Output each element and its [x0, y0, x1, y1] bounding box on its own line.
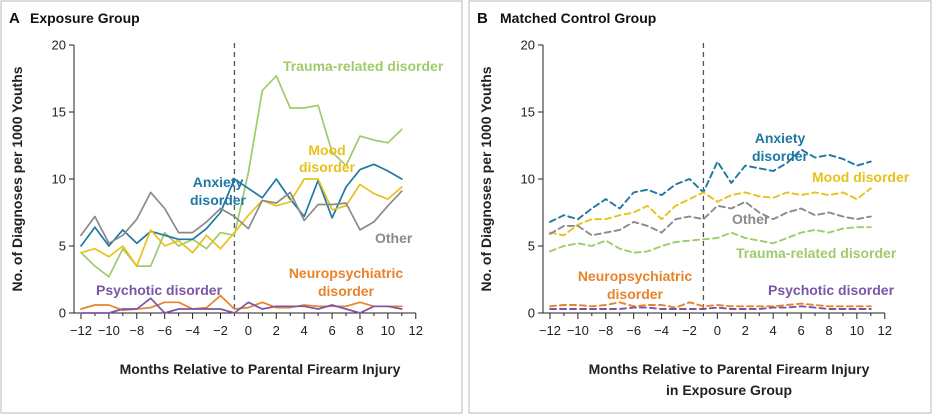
- panel-b-frame: [468, 0, 932, 414]
- panel-b-letter: B: [477, 10, 488, 27]
- panel-a-y-tick-label: 20: [52, 38, 66, 53]
- panel-b-series-neuro-line: [549, 301, 872, 309]
- panel-b-x-tick-label: 10: [850, 323, 864, 338]
- panel-a-title: Exposure Group: [30, 10, 140, 26]
- panel-b-series-psychotic-line: [549, 305, 872, 310]
- panel-b-series-psychotic-label: Psychotic disorder: [768, 282, 895, 298]
- panel-a-series-neuro-label: disorder: [318, 283, 375, 299]
- panel-a-y-tick-label: 15: [52, 105, 66, 120]
- panel-b-series-neuro-label: disorder: [607, 286, 664, 302]
- panel-a-x-tick-label: 2: [273, 323, 280, 338]
- panel-b-title: Matched Control Group: [500, 10, 656, 26]
- panel-a-series-anxiety-label: disorder: [190, 192, 247, 208]
- panel-b-x-tick-label: −2: [682, 323, 697, 338]
- panel-a-x-axis-title: Months Relative to Parental Firearm Inju…: [120, 361, 401, 377]
- panel-a-y-axis-title: No. of Diagnoses per 1000 Youths: [9, 66, 25, 291]
- panel-b-x-tick-label: −6: [626, 323, 641, 338]
- panel-a-y-tick-label: 0: [59, 306, 66, 321]
- panel-a-series-psychotic-line: [80, 297, 403, 314]
- panel-b-x-tick-label: −12: [539, 323, 561, 338]
- panel-a-series-other-label: Other: [375, 230, 413, 246]
- panel-a-series-psychotic-label: Psychotic disorder: [96, 282, 223, 298]
- panel-a-x-tick-label: 10: [381, 323, 395, 338]
- panel-a-series-trauma-label: Trauma-related disorder: [283, 58, 444, 74]
- panel-a-x-tick-label: −12: [70, 323, 92, 338]
- panel-b-x-tick-label: 4: [770, 323, 777, 338]
- panel-b-x-tick-label: 12: [878, 323, 892, 338]
- panel-b-y-tick-label: 5: [528, 239, 535, 254]
- panel-a-series-other-line: [80, 190, 403, 245]
- panel-b-y-tick-label: 20: [521, 38, 535, 53]
- panel-a-x-tick-label: −4: [185, 323, 200, 338]
- panel-b-y-tick-label: 10: [521, 172, 535, 187]
- panel-a-letter: A: [9, 10, 20, 27]
- panel-a-series-anxiety-line: [80, 163, 403, 247]
- panel-b-x-tick-label: −8: [598, 323, 613, 338]
- panel-b-x-axis-title: Months Relative to Parental Firearm Inju…: [589, 361, 870, 377]
- panel-a-series-mood-line: [80, 178, 403, 267]
- panel-a-series-mood-label: Mood: [308, 142, 345, 158]
- panel-a-x-tick-label: −10: [98, 323, 120, 338]
- panel-b-series-other-label: Other: [732, 211, 770, 227]
- panel-b-x-tick-label: 6: [797, 323, 804, 338]
- panel-b-x-tick-label: 0: [714, 323, 721, 338]
- panel-a-series-anxiety-label: Anxiety: [193, 174, 244, 190]
- panel-a-x-tick-label: −8: [129, 323, 144, 338]
- panel-b-y-tick-label: 0: [528, 306, 535, 321]
- panel-a-series-neuro-label: Neuropsychiatric: [289, 265, 404, 281]
- panel-a-frame: [0, 0, 463, 414]
- panel-a-x-tick-label: −6: [157, 323, 172, 338]
- panel-b-series-neuro-label: Neuropsychiatric: [578, 268, 693, 284]
- panel-b-y-tick-label: 15: [521, 105, 535, 120]
- panel-a-x-tick-label: 6: [328, 323, 335, 338]
- panel-b-x-tick-label: −4: [654, 323, 669, 338]
- panel-a-x-tick-label: 8: [356, 323, 363, 338]
- panel-b-series-mood-label: Mood disorder: [812, 169, 910, 185]
- panel-a-x-tick-label: −2: [213, 323, 228, 338]
- panel-b-series-anxiety-line: [549, 148, 872, 223]
- panel-b-x-tick-label: 8: [825, 323, 832, 338]
- panel-a-x-tick-label: 4: [301, 323, 308, 338]
- panel-a-x-tick-label: 12: [409, 323, 423, 338]
- panel-b-x-axis-title: in Exposure Group: [666, 382, 792, 398]
- panel-b-series-anxiety-label: disorder: [752, 148, 809, 164]
- panel-a-series-mood-label: disorder: [299, 159, 356, 175]
- panel-a-y-tick-label: 5: [59, 239, 66, 254]
- panel-b-x-tick-label: −10: [567, 323, 589, 338]
- panel-b-series-anxiety-label: Anxiety: [755, 130, 806, 146]
- panel-b-y-axis-title: No. of Diagnoses per 1000 Youths: [478, 66, 494, 291]
- panel-a-x-tick-label: 0: [245, 323, 252, 338]
- panel-b-series-mood-line: [549, 187, 872, 237]
- panel-a-y-tick-label: 10: [52, 172, 66, 187]
- panel-b-series-trauma-line: [549, 226, 872, 254]
- panel-b-series-trauma-label: Trauma-related disorder: [736, 245, 897, 261]
- panel-b-x-tick-label: 2: [742, 323, 749, 338]
